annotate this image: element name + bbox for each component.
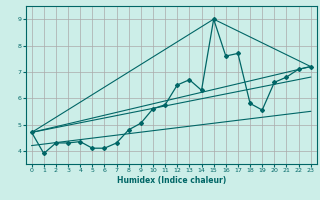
X-axis label: Humidex (Indice chaleur): Humidex (Indice chaleur) — [116, 176, 226, 185]
